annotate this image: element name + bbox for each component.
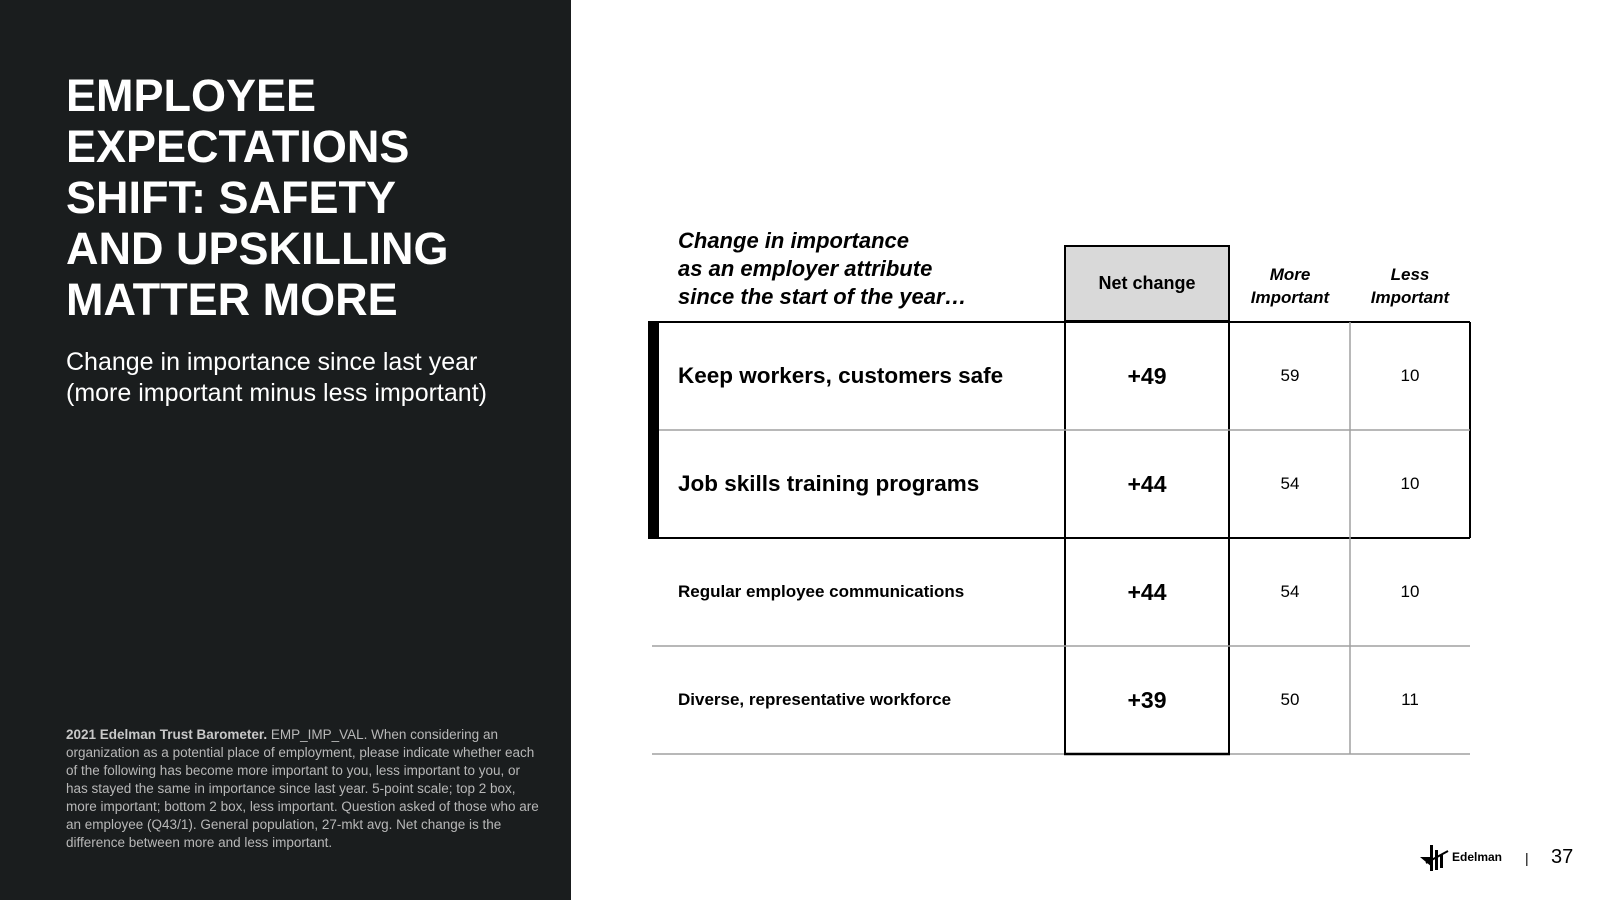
net-change-value: +44 <box>1064 538 1230 646</box>
row-label: Diverse, representative workforce <box>678 690 952 709</box>
footnote: 2021 Edelman Trust Barometer. EMP_IMP_VA… <box>66 726 542 852</box>
title-line: SHIFT: SAFETY <box>66 172 397 223</box>
table-row: Job skills training programs +44 54 10 <box>648 430 1478 538</box>
less-important-value: 10 <box>1400 582 1420 601</box>
page-subtitle: Change in importance since last year (mo… <box>66 347 546 409</box>
page-number: 37 <box>1551 846 1574 868</box>
less-important-value: 11 <box>1401 690 1419 709</box>
footnote-text: EMP_IMP_VAL. When considering an organiz… <box>66 727 539 850</box>
net-change-value: +49 <box>1064 322 1230 430</box>
title-line: AND UPSKILLING <box>66 223 449 274</box>
more-important-value: 54 <box>1280 474 1300 493</box>
subtitle-line: (more important minus less important) <box>66 379 487 407</box>
attribute-table: Change in importance as an employer attr… <box>648 225 1478 760</box>
footer-separator: | <box>1525 850 1529 866</box>
edelman-logo <box>1420 845 1449 871</box>
net-change-value: +44 <box>1064 430 1230 538</box>
row-label: Job skills training programs <box>678 471 980 496</box>
left-panel: EMPLOYEE EXPECTATIONS SHIFT: SAFETY AND … <box>0 0 571 900</box>
footnote-source: 2021 Edelman Trust Barometer. <box>66 727 268 742</box>
less-important-header: Less Important <box>1350 263 1470 309</box>
more-important-value: 54 <box>1280 582 1300 601</box>
table-row: Diverse, representative workforce +39 50… <box>648 646 1478 754</box>
header-line: Important <box>1250 288 1330 307</box>
title-line: EXPECTATIONS <box>66 121 410 172</box>
title-line: MATTER MORE <box>66 274 398 325</box>
table-title-line: since the start of the year… <box>678 284 967 309</box>
title-line: EMPLOYEE <box>66 70 317 121</box>
highlight-accent-bar <box>648 321 659 539</box>
net-change-value: +39 <box>1064 646 1230 754</box>
table-row: Keep workers, customers safe +49 59 10 <box>648 322 1478 430</box>
less-important-value: 10 <box>1400 474 1420 493</box>
table-title-line: Change in importance <box>678 228 910 253</box>
table-row: Regular employee communications +44 54 1… <box>648 538 1478 646</box>
header-line: More <box>1269 265 1311 284</box>
more-important-value: 59 <box>1280 366 1300 385</box>
less-important-value: 10 <box>1400 366 1420 385</box>
page-title: EMPLOYEE EXPECTATIONS SHIFT: SAFETY AND … <box>66 70 546 325</box>
table-title-line: as an employer attribute <box>678 256 933 281</box>
row-label: Keep workers, customers safe <box>678 363 1004 388</box>
table-title: Change in importance as an employer attr… <box>678 227 1048 311</box>
row-label: Regular employee communications <box>678 582 965 601</box>
header-line: Important <box>1370 288 1450 307</box>
header-line: Less <box>1390 265 1430 284</box>
brand-name: Edelman <box>1452 850 1503 864</box>
subtitle-line: Change in importance since last year <box>66 348 478 376</box>
more-important-value: 50 <box>1280 690 1300 709</box>
more-important-header: More Important <box>1230 263 1350 309</box>
table-grid <box>648 321 1471 756</box>
